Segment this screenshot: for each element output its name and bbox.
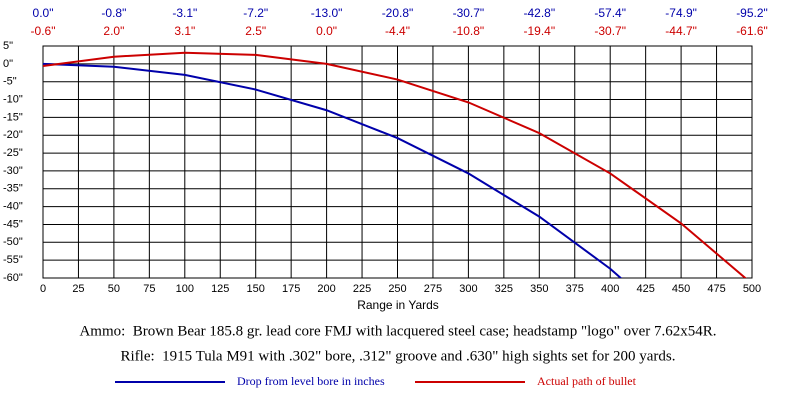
x-tick-label: 125 (211, 283, 229, 295)
x-tick-label: 50 (108, 283, 120, 295)
x-tick-label: 100 (176, 283, 194, 295)
x-tick-label: 250 (388, 283, 406, 295)
x-tick-label: 75 (143, 283, 155, 295)
x-tick-label: 450 (672, 283, 690, 295)
value-label: 0.0" (316, 24, 337, 38)
annotation: Ammo: Brown Bear 185.8 gr. lead core FMJ… (79, 323, 716, 339)
value-label: -13.0" (311, 6, 343, 20)
x-tick-label: 200 (317, 283, 335, 295)
x-tick-label: 25 (72, 283, 84, 295)
value-label: -0.6" (31, 24, 56, 38)
value-label: -20.8" (382, 6, 414, 20)
x-tick-label: 375 (566, 283, 584, 295)
x-tick-label: 0 (40, 283, 46, 295)
x-tick-label: 275 (424, 283, 442, 295)
x-axis-label: Range in Yards (357, 298, 439, 312)
value-label: -74.9" (665, 6, 697, 20)
y-tick-label: -30" (3, 165, 23, 177)
value-label: -42.8" (523, 6, 555, 20)
x-tick-label: 175 (282, 283, 300, 295)
x-tick-label: 225 (353, 283, 371, 295)
value-label: -30.7" (594, 24, 626, 38)
value-label: -10.8" (453, 24, 485, 38)
y-tick-label: -20" (3, 129, 23, 141)
x-tick-label: 400 (601, 283, 619, 295)
value-label: 2.5" (245, 24, 266, 38)
x-tick-label: 300 (459, 283, 477, 295)
y-tick-label: -35" (3, 183, 23, 195)
x-tick-label: 475 (707, 283, 725, 295)
y-tick-label: -45" (3, 218, 23, 230)
y-tick-label: -40" (3, 201, 23, 213)
y-tick-label: 0" (3, 58, 13, 70)
x-tick-label: 425 (636, 283, 654, 295)
value-label: -61.6" (736, 24, 768, 38)
x-tick-label: 150 (247, 283, 265, 295)
value-label: -4.4" (385, 24, 410, 38)
value-label: -3.1" (172, 6, 197, 20)
y-tick-label: -10" (3, 93, 23, 105)
value-label: -44.7" (665, 24, 697, 38)
legend-label: Drop from level bore in inches (237, 374, 385, 388)
value-label: -19.4" (523, 24, 555, 38)
legend-label: Actual path of bullet (537, 374, 637, 388)
value-label: -0.8" (101, 6, 126, 20)
y-tick-label: -50" (3, 236, 23, 248)
x-tick-label: 350 (530, 283, 548, 295)
y-tick-label: -15" (3, 111, 23, 123)
value-label: -30.7" (453, 6, 485, 20)
value-label: -7.2" (243, 6, 268, 20)
y-tick-label: -55" (3, 254, 23, 266)
value-label: -95.2" (736, 6, 768, 20)
series-line (43, 62, 623, 278)
value-label: -57.4" (594, 6, 626, 20)
annotation: Rifle: 1915 Tula M91 with .302" bore, .3… (120, 348, 675, 364)
y-tick-label: 5" (3, 40, 13, 52)
plot-frame (42, 45, 753, 279)
y-tick-label: -25" (3, 147, 23, 159)
y-tick-label: -5" (3, 76, 17, 88)
series-line (43, 51, 747, 278)
value-label: 3.1" (174, 24, 195, 38)
y-tick-label: -60" (3, 272, 23, 284)
value-label: 2.0" (103, 24, 124, 38)
value-label: 0.0" (33, 6, 54, 20)
x-tick-label: 500 (743, 283, 761, 295)
x-tick-label: 325 (495, 283, 513, 295)
